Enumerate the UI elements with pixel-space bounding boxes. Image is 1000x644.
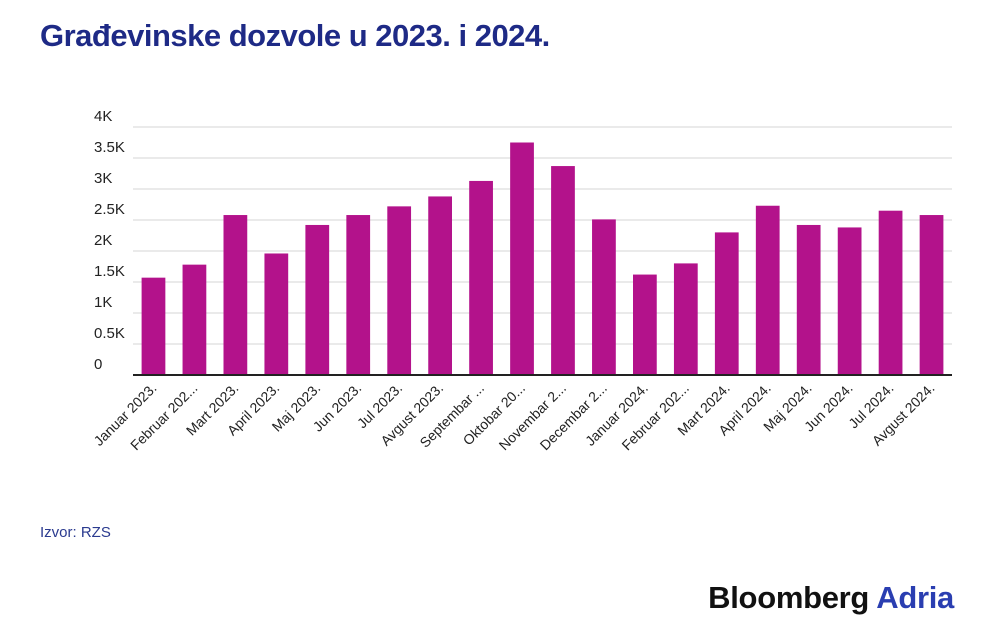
y-tick-label: 2.5K [94, 201, 125, 218]
bar[interactable] [755, 205, 780, 375]
bar[interactable] [469, 180, 493, 375]
bar[interactable] [592, 219, 616, 375]
y-tick-label: 3K [94, 170, 112, 187]
bar[interactable] [305, 224, 330, 375]
bar[interactable] [919, 215, 944, 375]
y-tick-label: 4K [94, 108, 112, 125]
bar[interactable] [551, 166, 575, 375]
bar[interactable] [632, 274, 657, 375]
bar[interactable] [223, 215, 248, 375]
bar[interactable] [837, 227, 862, 375]
bar[interactable] [264, 253, 289, 375]
bar[interactable] [428, 196, 453, 375]
y-tick-label: 0.5K [94, 325, 125, 342]
source-note: Izvor: RZS [40, 524, 111, 541]
bar[interactable] [878, 210, 903, 375]
bar[interactable] [141, 277, 166, 375]
y-tick-label: 2K [94, 232, 112, 249]
brand-logo-main: Bloomberg [708, 580, 870, 615]
brand-logo-accent: Adria [876, 580, 954, 615]
brand-logo: Bloomberg Adria [708, 580, 954, 616]
y-tick-label: 1.5K [94, 263, 125, 280]
y-tick-label: 3.5K [94, 139, 125, 156]
bar[interactable] [387, 206, 412, 375]
bar[interactable] [182, 264, 207, 375]
y-tick-label: 1K [94, 294, 112, 311]
bar[interactable] [714, 232, 739, 375]
chart-title: Građevinske dozvole u 2023. i 2024. [40, 18, 550, 53]
bar[interactable] [673, 263, 698, 375]
bar[interactable] [796, 224, 821, 375]
bar[interactable] [510, 142, 534, 376]
y-tick-label: 0 [94, 356, 102, 373]
bar[interactable] [346, 215, 371, 375]
